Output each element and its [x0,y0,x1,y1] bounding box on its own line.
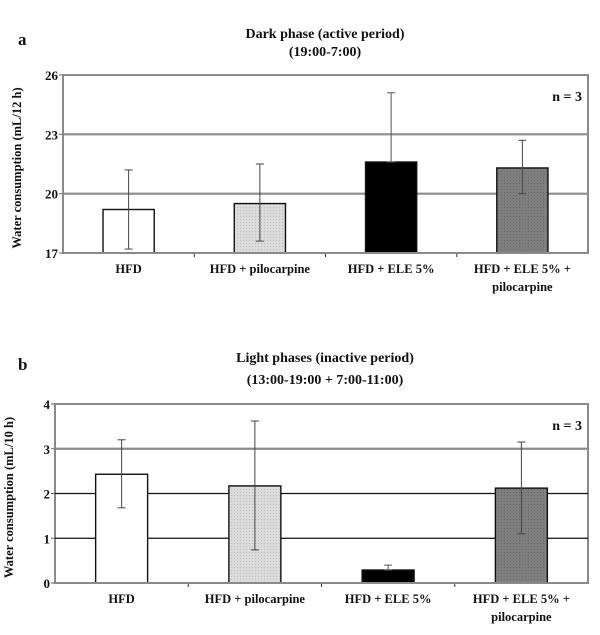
y-tick-label: 26 [45,68,59,83]
chart-subtitle: (19:00-7:00) [289,45,362,60]
x-tick-label: HFD + ELE 5% [345,592,432,606]
y-tick-label: 23 [45,127,59,142]
y-tick-label: 3 [44,442,51,457]
chart-panel-a: a Dark phase (active period) (19:00-7:00) 1… [10,27,589,294]
x-tick-label: HFD [115,262,141,276]
panel-label: b [18,355,27,374]
x-tick-label: HFD + ELE 5% + [473,592,570,606]
bar [364,161,418,254]
x-tick-label: HFD + pilocarpine [205,592,306,606]
chart-subtitle: (13:00-19:00 + 7:00-11:00) [247,373,404,388]
n-annotation: n = 3 [552,90,582,105]
n-annotation: n = 3 [552,419,582,434]
x-tick-label: pilocarpine [492,280,553,294]
x-tick-label: HFD + ELE 5% [348,262,435,276]
chart-title: Light phases (inactive period) [236,351,414,366]
y-tick-label: 2 [44,487,51,502]
y-tick-label: 17 [45,246,59,261]
panel-label: a [18,30,27,49]
x-tick-label: HFD + ELE 5% + [474,262,571,276]
y-axis-label: Water consumption (mL/10 h) [2,417,16,578]
y-tick-label: 20 [45,187,58,202]
x-tick-label: HFD [108,592,134,606]
bar [361,569,415,584]
y-tick-label: 4 [44,397,51,412]
y-tick-label: 1 [44,531,51,546]
chart-panel-b: b Light phases (inactive period) (13:00-19… [2,351,589,624]
y-tick-label: 0 [44,576,51,591]
y-axis-label: Water consumption (mL/12 h) [10,87,24,248]
x-tick-label: HFD + pilocarpine [210,262,311,276]
x-tick-label: pilocarpine [491,610,552,624]
chart-title: Dark phase (active period) [245,27,404,42]
